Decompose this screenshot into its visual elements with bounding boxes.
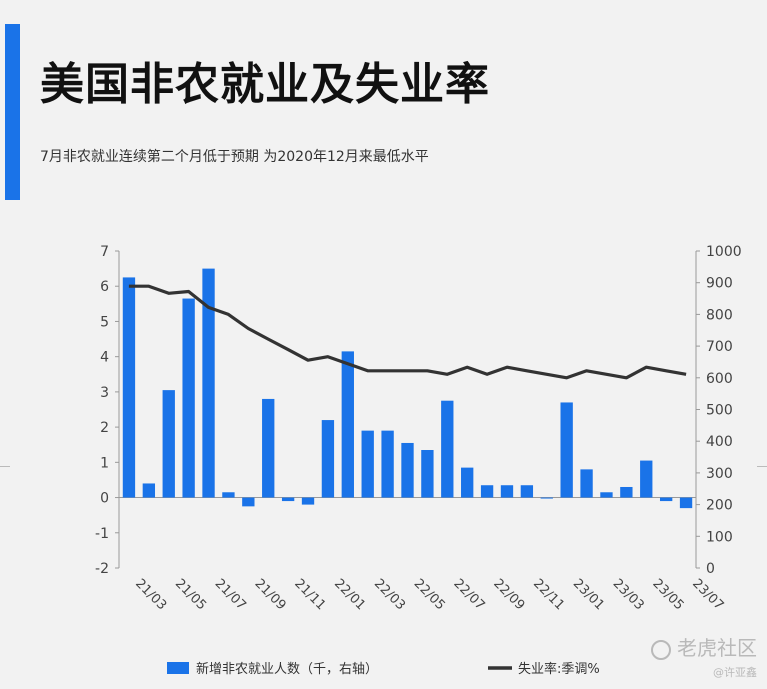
bar bbox=[401, 442, 414, 498]
x-tick-label: 22/07 bbox=[450, 576, 487, 613]
tiger-logo-icon bbox=[651, 639, 671, 660]
x-tick-label: 22/11 bbox=[530, 576, 567, 613]
bar bbox=[480, 485, 494, 498]
y-right-tick-label: 800 bbox=[706, 307, 733, 323]
x-tick-label: 21/07 bbox=[212, 576, 249, 613]
bar bbox=[182, 298, 195, 498]
y-left-tick-label: -1 bbox=[95, 526, 109, 542]
y-right-tick-label: 1000 bbox=[706, 244, 742, 260]
bar bbox=[679, 497, 693, 509]
bar bbox=[520, 485, 534, 498]
y-right-tick-label: 100 bbox=[706, 529, 733, 545]
y-left-tick-label: 2 bbox=[100, 420, 109, 436]
watermark-brand-text: 老虎社区 bbox=[677, 636, 757, 660]
y-right-tick-label: 700 bbox=[706, 339, 733, 355]
x-tick-label: 23/07 bbox=[689, 576, 726, 613]
y-right-tick-label: 500 bbox=[706, 403, 733, 419]
bar bbox=[421, 450, 434, 498]
legend-bar-label: 新增非农就业人数（千，右轴） bbox=[196, 661, 378, 677]
x-tick-label: 23/05 bbox=[649, 576, 686, 613]
bar bbox=[659, 497, 673, 502]
bar bbox=[540, 497, 553, 499]
bar bbox=[321, 420, 335, 498]
y-left-tick-label: -2 bbox=[95, 561, 109, 577]
x-tick-label: 22/01 bbox=[331, 576, 368, 613]
bar bbox=[441, 400, 454, 498]
bar bbox=[640, 460, 653, 498]
y-left-tick-label: 0 bbox=[100, 491, 109, 507]
bar bbox=[361, 430, 374, 498]
legend-bar-swatch bbox=[167, 662, 189, 674]
bar bbox=[500, 485, 514, 498]
y-left-tick-label: 5 bbox=[100, 314, 109, 330]
x-tick-label: 22/05 bbox=[411, 576, 448, 613]
title-accent-bar bbox=[5, 24, 20, 200]
bar bbox=[580, 469, 593, 498]
bar bbox=[341, 351, 354, 498]
x-tick-label: 21/03 bbox=[132, 576, 169, 613]
x-tick-label: 23/01 bbox=[570, 576, 607, 613]
legend-line-label: 失业率:季调% bbox=[518, 661, 600, 677]
y-right-tick-label: 400 bbox=[706, 434, 733, 450]
y-right-tick-label: 200 bbox=[706, 498, 733, 514]
y-right-tick-label: 900 bbox=[706, 276, 733, 292]
bar bbox=[142, 483, 156, 498]
bar bbox=[242, 497, 255, 507]
divider-right bbox=[757, 466, 767, 467]
bar bbox=[281, 497, 295, 502]
y-left-tick-label: 6 bbox=[100, 279, 109, 295]
bar bbox=[262, 398, 275, 498]
x-tick-label: 22/09 bbox=[490, 576, 527, 613]
bar bbox=[222, 492, 235, 498]
x-tick-label: 21/11 bbox=[291, 576, 328, 613]
x-tick-label: 21/05 bbox=[172, 576, 209, 613]
x-tick-label: 21/09 bbox=[251, 576, 288, 613]
bar bbox=[560, 402, 573, 498]
divider-left bbox=[0, 466, 10, 467]
y-right-tick-label: 300 bbox=[706, 466, 733, 482]
bar bbox=[600, 492, 613, 498]
y-right-tick-label: 600 bbox=[706, 371, 733, 387]
bar bbox=[202, 268, 215, 498]
watermark-author: @许亚鑫 bbox=[713, 666, 757, 679]
y-left-tick-label: 7 bbox=[100, 244, 109, 260]
bar bbox=[162, 390, 175, 498]
bar bbox=[620, 486, 633, 498]
y-left-tick-label: 3 bbox=[100, 385, 109, 401]
bar bbox=[461, 467, 474, 498]
bar bbox=[122, 277, 136, 498]
y-left-tick-label: 4 bbox=[100, 350, 109, 366]
page-title: 美国非农就业及失业率 bbox=[40, 59, 490, 110]
watermark-brand: 老虎社区 bbox=[651, 632, 757, 661]
y-left-tick-label: 1 bbox=[100, 455, 109, 471]
page-subtitle: 7月非农就业连续第二个月低于预期 为2020年12月来最低水平 bbox=[40, 149, 429, 165]
unemployment-line bbox=[128, 284, 687, 380]
x-tick-label: 23/03 bbox=[610, 576, 647, 613]
x-tick-label: 22/03 bbox=[371, 576, 408, 613]
bar bbox=[381, 430, 394, 498]
bar bbox=[301, 497, 315, 505]
y-right-tick-label: 0 bbox=[706, 561, 715, 577]
